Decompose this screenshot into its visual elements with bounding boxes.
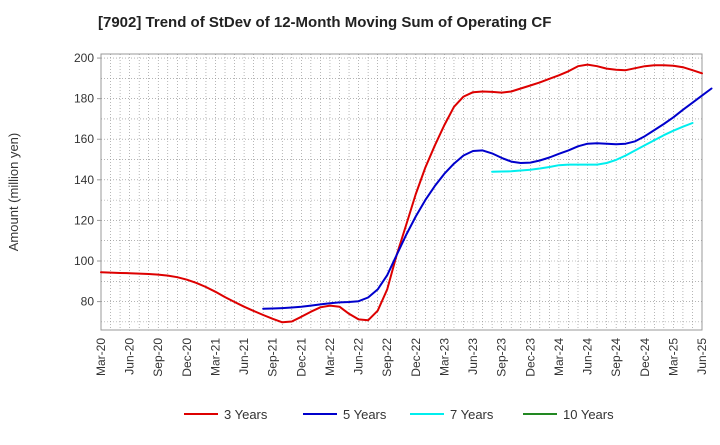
legend-label-10-years: 10 Years — [563, 407, 614, 422]
x-tick-label: Sep-24 — [609, 338, 623, 377]
x-tick-label: Jun-24 — [581, 338, 595, 375]
x-tick-label: Sep-21 — [266, 338, 280, 377]
y-tick-label: 140 — [74, 173, 94, 187]
x-tick-label: Mar-24 — [552, 338, 566, 376]
series-line-5-years — [262, 87, 713, 310]
x-tick-label: Mar-22 — [323, 338, 337, 376]
x-tick-label: Dec-24 — [638, 338, 652, 377]
y-tick-label: 120 — [74, 213, 94, 227]
y-tick-label: 160 — [74, 132, 94, 146]
legend-label-7-years: 7 Years — [450, 407, 494, 422]
legend: 3 Years 5 Years 7 Years 10 Years — [184, 407, 614, 422]
x-tick-label: Dec-22 — [409, 338, 423, 377]
y-tick-label: 200 — [74, 51, 94, 65]
series-line-3-years — [100, 63, 703, 324]
x-tick-label: Sep-23 — [495, 338, 509, 377]
series-layer — [100, 63, 713, 324]
y-tick-label: 80 — [81, 295, 95, 309]
y-axis-label: Amount (million yen) — [6, 133, 21, 252]
plot-area-frame — [100, 53, 703, 331]
series-line-7-years — [491, 122, 694, 173]
x-tick-label: Jun-25 — [695, 338, 709, 375]
x-tick-label: Mar-21 — [208, 338, 222, 376]
x-tick-label: Dec-23 — [523, 338, 537, 377]
x-tick-label: Mar-23 — [437, 338, 451, 376]
grid-layer — [100, 53, 703, 331]
x-tick-label: Jun-21 — [237, 338, 251, 375]
legend-label-5-years: 5 Years — [343, 407, 387, 422]
legend-label-3-years: 3 Years — [224, 407, 268, 422]
x-tick-label: Sep-22 — [380, 338, 394, 377]
x-tick-label: Mar-25 — [666, 338, 680, 376]
chart-title: [7902] Trend of StDev of 12-Month Moving… — [98, 14, 552, 31]
x-tick-label: Dec-21 — [294, 338, 308, 377]
y-tick-label: 100 — [74, 254, 94, 268]
x-tick-label: Dec-20 — [180, 338, 194, 377]
x-tick-label: Jun-23 — [466, 338, 480, 375]
x-tick-label: Jun-22 — [352, 338, 366, 375]
x-tick-label: Sep-20 — [151, 338, 165, 377]
axis-layer: 80 100 120 140 160 180 200 Mar-20 Jun-20 Sep-20 De… — [74, 51, 709, 377]
x-tick-label: Jun-20 — [123, 338, 137, 375]
y-tick-label: 180 — [74, 92, 94, 106]
x-tick-label: Mar-20 — [94, 338, 108, 376]
